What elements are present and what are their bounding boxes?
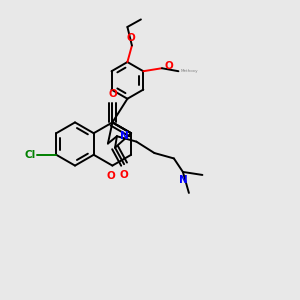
Text: O: O bbox=[164, 61, 173, 71]
Text: O: O bbox=[108, 89, 117, 99]
Text: O: O bbox=[106, 171, 115, 181]
Text: N: N bbox=[178, 175, 187, 185]
Text: N: N bbox=[121, 131, 129, 141]
Text: O: O bbox=[120, 169, 128, 180]
Text: Cl: Cl bbox=[25, 150, 36, 160]
Text: Methoxy: Methoxy bbox=[181, 69, 198, 73]
Text: O: O bbox=[126, 32, 135, 43]
